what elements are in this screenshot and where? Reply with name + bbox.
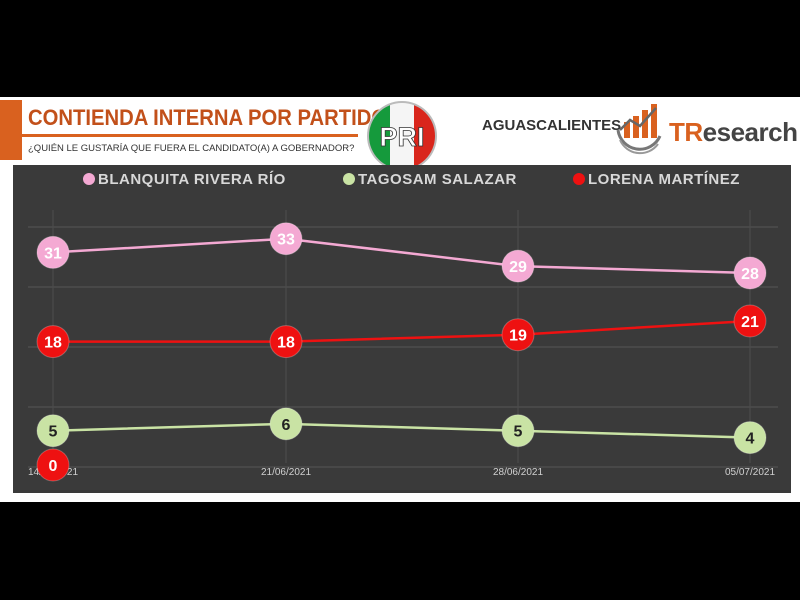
legend-marker — [573, 173, 585, 185]
data-point — [269, 222, 303, 256]
data-point — [733, 256, 767, 290]
data-point — [269, 407, 303, 441]
data-label: 31 — [44, 245, 62, 262]
data-label: 0 — [49, 458, 58, 475]
x-tick-label: 21/06/2021 — [261, 467, 311, 478]
data-label: 18 — [44, 335, 62, 352]
data-point — [36, 325, 70, 359]
x-tick-label: 28/06/2021 — [493, 467, 543, 478]
legend-label: BLANQUITA RIVERA RÍO — [98, 171, 286, 188]
data-point — [501, 318, 535, 352]
data-point — [36, 448, 70, 482]
chart-canvas: BLANQUITA RIVERA RÍO TAGOSAM SALAZAR LOREN… — [28, 171, 778, 482]
data-point — [733, 304, 767, 338]
data-point — [36, 414, 70, 448]
brand-name: TResearch — [669, 117, 798, 147]
data-point — [269, 325, 303, 359]
data-point — [501, 249, 535, 283]
svg-text:PRI: PRI — [379, 122, 424, 152]
accent-bar — [0, 100, 22, 160]
data-label: 18 — [277, 335, 295, 352]
data-point — [501, 414, 535, 448]
data-label: 6 — [282, 417, 291, 434]
data-label: 5 — [514, 424, 523, 441]
data-label: 19 — [509, 328, 527, 345]
legend-label: TAGOSAM SALAZAR — [358, 171, 517, 188]
data-label: 28 — [741, 266, 759, 283]
pri-party-logo: PRI — [367, 101, 437, 171]
data-label: 4 — [746, 431, 755, 448]
legend-marker — [83, 173, 95, 185]
legend-label: LORENA MARTÍNEZ — [588, 171, 740, 188]
page-title: CONTIENDA INTERNA POR PARTIDO — [28, 105, 388, 130]
chart-question: ¿QUIÉN LE GUSTARÍA QUE FUERA EL CANDIDAT… — [28, 143, 355, 154]
data-point — [36, 235, 70, 269]
data-label: 21 — [741, 314, 759, 331]
x-tick-label: 05/07/2021 — [725, 467, 775, 478]
data-point — [733, 421, 767, 455]
line-chart: BLANQUITA RIVERA RÍO TAGOSAM SALAZAR LOREN… — [13, 165, 791, 493]
data-label: 5 — [49, 424, 58, 441]
region-label: AGUASCALIENTES — [482, 117, 622, 134]
tresearch-logo-icon — [616, 104, 662, 155]
series-line — [52, 237, 751, 275]
data-label: 33 — [277, 232, 295, 249]
title-underline — [22, 134, 358, 137]
series-line — [53, 319, 751, 343]
legend-marker — [343, 173, 355, 185]
data-label: 29 — [509, 259, 527, 276]
series-line — [52, 422, 751, 439]
